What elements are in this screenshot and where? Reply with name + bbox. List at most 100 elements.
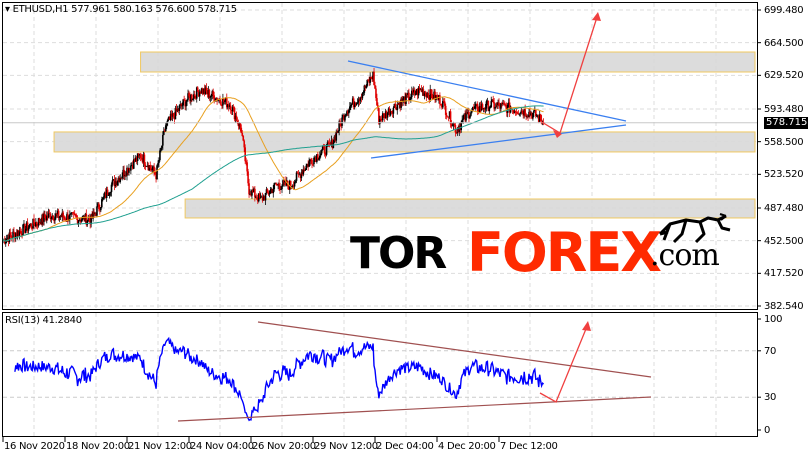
- candle-body: [537, 115, 540, 122]
- candle-body: [77, 220, 80, 224]
- support-resistance-zone: [140, 51, 756, 73]
- candle-body: [524, 109, 526, 116]
- candle-body: [448, 111, 451, 118]
- candle-body: [344, 115, 346, 121]
- candle-body: [158, 159, 160, 164]
- candle-body: [59, 216, 62, 218]
- candle-body: [365, 85, 368, 88]
- time-tick-label: 26 Nov 20:00: [252, 441, 316, 452]
- candle-body: [467, 112, 469, 114]
- candle-body: [126, 167, 128, 176]
- candle-body: [397, 104, 400, 106]
- candle-body: [112, 179, 115, 181]
- rsi-pane: [2, 312, 758, 437]
- candle-body: [152, 166, 154, 170]
- candle-body: [202, 88, 205, 94]
- candle-body: [359, 97, 362, 101]
- candle-body: [512, 110, 515, 113]
- candle-body: [501, 103, 503, 104]
- candle-body: [235, 115, 238, 122]
- candle-body: [99, 209, 101, 211]
- candle-body: [266, 189, 269, 193]
- candle-body: [69, 214, 71, 220]
- candle-body: [450, 124, 453, 126]
- candle-body: [491, 99, 494, 102]
- candle-body: [464, 114, 466, 121]
- candle-body: [446, 116, 449, 118]
- candle-body: [441, 104, 443, 108]
- candle-body: [508, 102, 511, 113]
- forecast-arrow: [539, 13, 599, 134]
- candle-body: [278, 183, 280, 187]
- candle-body: [357, 99, 360, 103]
- candle-body: [194, 94, 196, 97]
- candle-body: [6, 237, 9, 239]
- candle-body: [295, 172, 298, 181]
- candle-body: [297, 173, 300, 175]
- candle-body: [384, 111, 387, 119]
- candle-body: [177, 109, 180, 111]
- candle-body: [106, 189, 109, 196]
- candle-body: [149, 165, 152, 169]
- candle-body: [141, 158, 144, 163]
- candle-body: [314, 157, 316, 159]
- candle-body: [85, 213, 88, 225]
- candle-body: [200, 88, 203, 94]
- candle-body: [498, 102, 500, 106]
- candle-body: [329, 143, 332, 145]
- candle-body: [515, 112, 518, 113]
- candle-body: [174, 108, 177, 120]
- candle-body: [151, 169, 153, 171]
- candle-body: [38, 218, 41, 223]
- candle-body: [393, 103, 396, 108]
- candle-body: [538, 114, 541, 122]
- candle-body: [139, 154, 142, 158]
- candle-body: [119, 177, 122, 183]
- candle-body: [216, 97, 218, 101]
- candle-body: [192, 98, 194, 100]
- candle-body: [93, 212, 95, 214]
- time-tick-label: 2 Dec 04:00: [376, 441, 434, 452]
- candle-body: [150, 168, 153, 171]
- candle-body: [286, 181, 288, 186]
- candle-body: [72, 212, 75, 214]
- candle-body: [155, 174, 157, 180]
- candle-body: [32, 218, 34, 229]
- candle-body: [528, 111, 530, 118]
- rsi-tick-label: 30: [764, 392, 777, 404]
- candle-body: [12, 231, 14, 238]
- candle-body: [215, 97, 217, 101]
- arrowhead-icon: [553, 130, 562, 138]
- candle-body: [104, 192, 107, 198]
- candle-body: [157, 163, 159, 166]
- candle-body: [406, 93, 408, 95]
- candle-body: [73, 213, 76, 216]
- candle-body: [179, 104, 182, 106]
- candle-body: [531, 113, 533, 119]
- candle-body: [129, 168, 131, 171]
- candle-body: [482, 108, 485, 109]
- candle-body: [369, 76, 371, 83]
- candle-body: [486, 100, 489, 102]
- candle-body: [29, 223, 32, 226]
- candle-body: [30, 223, 33, 228]
- candle-body: [427, 93, 430, 97]
- candle-body: [247, 171, 249, 184]
- candle-body: [533, 110, 535, 113]
- candle-body: [180, 104, 183, 107]
- candle-body: [311, 159, 313, 164]
- candle-body: [45, 218, 47, 221]
- candle-body: [335, 131, 338, 141]
- candle-body: [55, 213, 57, 217]
- candle-body: [230, 110, 233, 112]
- lower-trendline: [370, 124, 627, 159]
- candle-body: [403, 97, 405, 99]
- candle-body: [133, 159, 136, 162]
- candle-body: [402, 98, 404, 102]
- candle-body: [305, 165, 308, 170]
- candle-body: [348, 110, 350, 114]
- candle-body: [221, 105, 223, 107]
- candle-body: [13, 231, 15, 233]
- candle-body: [436, 95, 438, 97]
- candle-body: [190, 94, 192, 102]
